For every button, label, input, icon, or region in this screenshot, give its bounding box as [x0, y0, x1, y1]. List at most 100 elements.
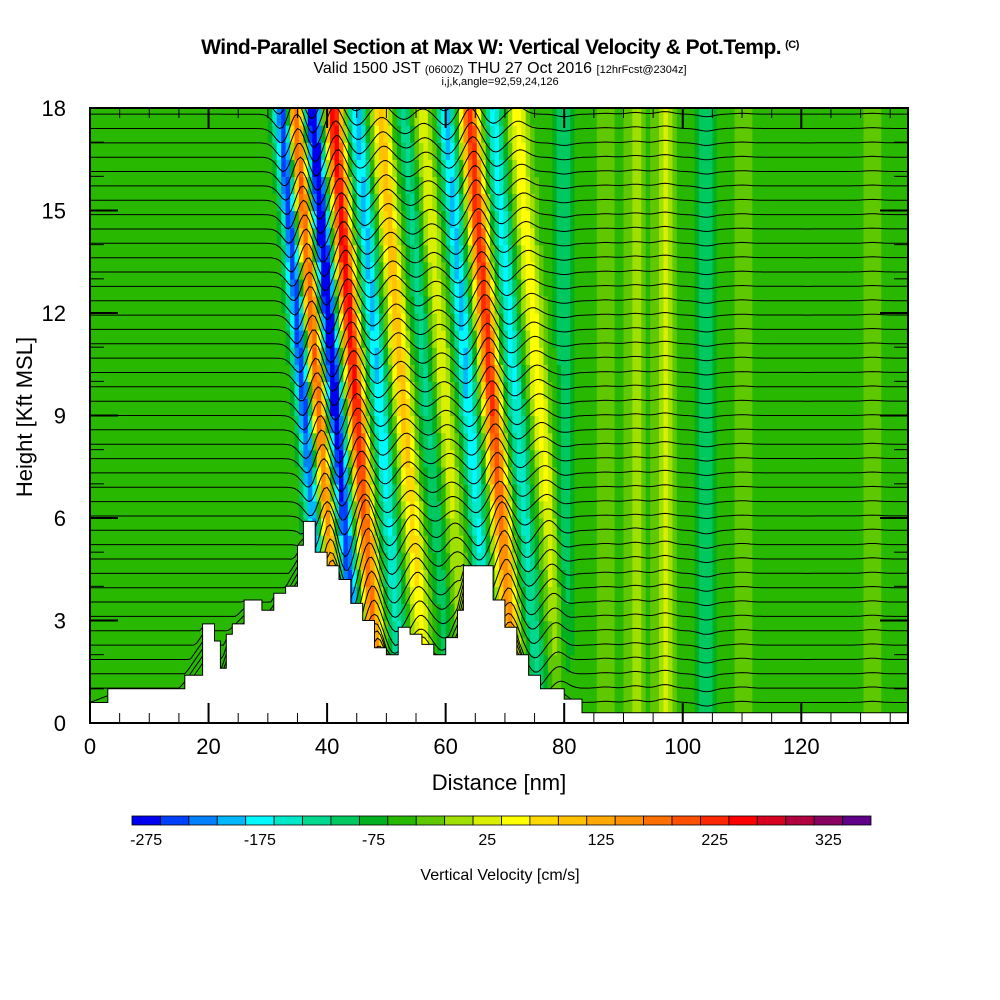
velocity-cell	[152, 142, 158, 160]
velocity-cell	[316, 125, 322, 143]
velocity-cell	[436, 483, 442, 502]
velocity-cell	[441, 518, 447, 536]
velocity-cell	[694, 415, 700, 434]
velocity-cell	[347, 159, 353, 177]
velocity-cell	[632, 603, 638, 622]
velocity-cell	[694, 466, 700, 485]
velocity-cell	[156, 364, 162, 382]
velocity-cell	[227, 108, 233, 126]
velocity-cell	[552, 449, 558, 468]
velocity-cell	[667, 295, 673, 314]
velocity-cell	[454, 552, 460, 570]
velocity-cell	[116, 535, 122, 553]
velocity-cell	[379, 518, 384, 536]
velocity-cell	[654, 142, 660, 160]
velocity-cell	[94, 313, 100, 331]
velocity-cell	[432, 125, 438, 143]
velocity-cell	[632, 415, 638, 434]
velocity-cell	[379, 295, 384, 314]
velocity-cell	[521, 244, 527, 263]
velocity-cell	[227, 398, 233, 417]
velocity-cell	[605, 637, 611, 656]
velocity-cell	[303, 295, 309, 314]
velocity-cell	[694, 654, 700, 673]
velocity-cell	[94, 347, 100, 365]
velocity-cell	[201, 210, 207, 229]
velocity-cell	[454, 159, 460, 177]
velocity-cell	[561, 347, 567, 365]
velocity-cell	[685, 347, 691, 365]
velocity-cell	[530, 176, 536, 194]
velocity-cell	[672, 637, 678, 656]
velocity-cell	[659, 278, 664, 297]
velocity-cell	[196, 261, 202, 280]
velocity-cell	[236, 500, 242, 519]
velocity-cell	[236, 518, 242, 536]
velocity-cell	[205, 227, 211, 246]
velocity-cell	[187, 261, 193, 280]
velocity-cell	[307, 466, 313, 485]
velocity-cell	[267, 330, 273, 348]
velocity-cell	[170, 330, 175, 348]
velocity-cell	[272, 364, 278, 382]
velocity-cell	[107, 244, 113, 263]
velocity-cell	[218, 603, 224, 622]
velocity-cell	[645, 381, 651, 399]
velocity-cell	[574, 586, 580, 604]
velocity-cell	[556, 483, 562, 502]
velocity-cell	[614, 466, 620, 485]
velocity-cell	[103, 398, 109, 417]
velocity-cell	[370, 535, 376, 553]
velocity-cell	[147, 330, 153, 348]
velocity-cell	[161, 261, 167, 280]
velocity-cell	[659, 552, 664, 570]
velocity-cell	[427, 313, 433, 331]
velocity-cell	[534, 347, 540, 365]
velocity-cell	[641, 159, 647, 177]
velocity-cell	[481, 364, 487, 382]
velocity-cell	[383, 347, 389, 365]
velocity-cell	[134, 159, 140, 177]
velocity-cell	[650, 483, 656, 502]
velocity-cell	[645, 688, 651, 707]
velocity-cell	[245, 330, 251, 348]
velocity-cell	[574, 347, 580, 365]
velocity-cell	[499, 432, 504, 451]
velocity-cell	[205, 261, 211, 280]
velocity-cell	[690, 620, 696, 639]
velocity-cell	[116, 432, 122, 451]
velocity-cell	[694, 398, 700, 417]
velocity-cell	[601, 159, 607, 177]
velocity-cell	[178, 620, 184, 639]
velocity-cell	[583, 518, 589, 536]
velocity-cell	[516, 500, 522, 519]
velocity-cell	[267, 518, 273, 536]
velocity-cell	[672, 586, 678, 604]
velocity-cell	[463, 449, 469, 468]
velocity-cell	[121, 552, 127, 570]
velocity-cell	[627, 193, 633, 212]
velocity-cell	[494, 142, 500, 160]
velocity-cell	[667, 518, 673, 536]
velocity-cell	[672, 125, 678, 143]
velocity-cell	[565, 483, 571, 502]
velocity-cell	[405, 347, 411, 365]
velocity-cell	[547, 142, 553, 160]
velocity-cell	[552, 620, 558, 639]
velocity-cell	[419, 432, 424, 451]
velocity-cell	[94, 586, 100, 604]
velocity-cell	[694, 193, 700, 212]
velocity-cell	[374, 398, 380, 417]
velocity-cell	[214, 432, 220, 451]
velocity-cell	[343, 449, 349, 468]
velocity-cell	[579, 142, 584, 160]
velocity-cell	[450, 159, 456, 177]
velocity-cell	[530, 210, 536, 229]
velocity-cell	[392, 193, 398, 212]
velocity-cell	[436, 176, 442, 194]
velocity-cell	[556, 108, 562, 126]
velocity-cell	[659, 671, 664, 690]
velocity-cell	[703, 654, 709, 673]
velocity-cell	[574, 637, 580, 656]
velocity-cell	[201, 432, 207, 451]
